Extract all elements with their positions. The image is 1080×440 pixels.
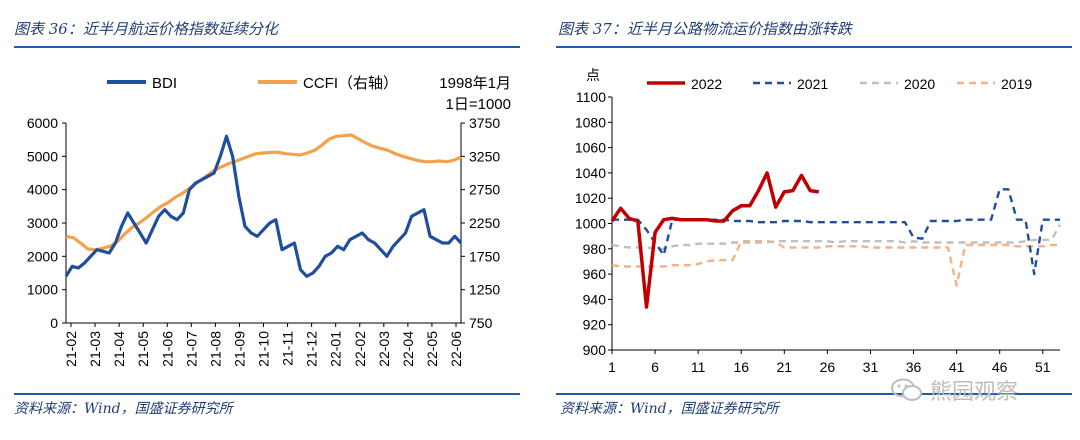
- left-x-tick-label: 21-09: [231, 331, 247, 367]
- series-2020-line: [611, 224, 1062, 251]
- right-y-tick-label: 960: [583, 266, 607, 282]
- left-y2-tick-label: 2250: [469, 215, 500, 231]
- left-series: [64, 133, 463, 278]
- left-legend-ccfi-label: CCFI（右轴）: [303, 75, 398, 92]
- right-legend: 2022 2021 2020 2019: [647, 76, 1032, 92]
- left-y-tick-label: 6000: [27, 115, 58, 131]
- left-x-tick-label: 22-03: [376, 331, 392, 367]
- left-y2-tick-label: 750: [469, 315, 493, 331]
- left-annotation-line2: 1日=1000: [446, 96, 511, 113]
- left-y2-tick-label: 3250: [469, 148, 500, 164]
- series-2022-line: [610, 171, 820, 309]
- right-y-tick-label: 920: [583, 317, 607, 333]
- right-x-tick-label: 41: [949, 359, 965, 375]
- left-y2-tick-label: 2750: [469, 182, 500, 198]
- left-chart-title: 图表 36：近半月航运价格指数延续分化: [14, 20, 278, 38]
- bdi-line: [64, 134, 463, 278]
- right-title-rule: [556, 46, 1072, 48]
- right-chart-title: 图表 37：近半月公路物流运价指数由涨转跌: [558, 20, 852, 38]
- right-x-tick-label: 46: [992, 359, 1008, 375]
- right-legend-label-2022: 2022: [691, 76, 722, 92]
- left-y2-tick-label: 3750: [469, 115, 500, 131]
- left-x-tick-label: 22-01: [328, 331, 344, 367]
- right-x-tick-label: 51: [1035, 359, 1051, 375]
- right-axes: 900 920 940 960 980 1000 1020 1040 1060 1080 1100 1…: [575, 89, 1060, 375]
- left-x-tick-label: 22-05: [424, 331, 440, 367]
- left-source: 资料来源：Wind，国盛证券研究所: [14, 401, 233, 417]
- left-x-tick-label: 22-06: [448, 331, 464, 367]
- left-annotation-line1: 1998年1月: [439, 75, 511, 92]
- right-legend-label-2019: 2019: [1001, 76, 1032, 92]
- left-y2-tick-label: 1250: [469, 282, 500, 298]
- right-x-tick-label: 36: [906, 359, 922, 375]
- right-series: [610, 171, 1062, 309]
- left-x-tick-label: 22-04: [400, 331, 416, 367]
- left-x-tick-label: 21-12: [304, 331, 320, 367]
- right-y-tick-label: 900: [583, 342, 607, 358]
- right-source-rule: [556, 393, 1072, 395]
- left-x-tick-label: 21-07: [183, 331, 199, 367]
- left-x-tick-label: 21-06: [159, 331, 175, 367]
- wechat-bubbles-icon: [891, 378, 922, 401]
- left-x-tick-label: 21-02: [63, 331, 79, 367]
- right-chart: 点 2022 2021 2020 2019 900 920 940 960 980 1000 10…: [575, 67, 1062, 375]
- left-x-tick-label: 22-02: [352, 331, 368, 367]
- left-y-tick-label: 4000: [27, 182, 58, 198]
- series-2021-line: [612, 188, 1060, 276]
- ccfi-line: [65, 133, 462, 252]
- right-x-tick-label: 21: [777, 359, 793, 375]
- left-y-tick-label: 3000: [27, 215, 58, 231]
- right-y-unit: 点: [586, 67, 600, 83]
- right-x-tick-label: 16: [733, 359, 749, 375]
- right-y-tick-label: 1000: [575, 216, 606, 232]
- watermark: 熊园观察: [890, 374, 1060, 406]
- left-x-tick-label: 21-05: [135, 331, 151, 367]
- right-y-tick-label: 1100: [576, 89, 606, 105]
- left-y2-tick-label: 1750: [469, 248, 500, 264]
- left-chart: BDI CCFI（右轴） 1998年1月 1日=1000 0 1000 2000 30…: [27, 75, 511, 367]
- left-axes: 0 1000 2000 3000 4000 5000 6000 750 1250 1750 2250…: [27, 115, 501, 367]
- right-y-tick-label: 940: [583, 291, 607, 307]
- left-x-tick-label: 21-11: [280, 331, 296, 366]
- left-x-tick-label: 21-03: [87, 331, 103, 367]
- watermark-text: 熊园观察: [930, 380, 1019, 405]
- right-source: 资料来源：Wind，国盛证券研究所: [560, 401, 779, 417]
- left-x-tick-label: 21-10: [256, 331, 272, 367]
- right-legend-label-2020: 2020: [904, 76, 935, 92]
- right-legend-label-2021: 2021: [797, 76, 828, 92]
- series-2019-line: [611, 239, 1060, 287]
- left-x-tick-label: 21-04: [111, 331, 127, 367]
- right-y-tick-label: 980: [583, 241, 607, 257]
- left-y-tick-label: 0: [50, 315, 58, 331]
- right-x-tick-label: 6: [651, 359, 659, 375]
- right-y-tick-label: 1080: [575, 114, 606, 130]
- left-y-tick-label: 2000: [27, 248, 58, 264]
- right-x-tick-label: 11: [691, 359, 706, 375]
- left-legend-bdi-label: BDI: [152, 75, 177, 92]
- right-x-tick-label: 31: [863, 359, 879, 375]
- left-title-rule: [14, 46, 520, 48]
- left-x-tick-label: 21-08: [207, 331, 223, 367]
- right-y-tick-label: 1060: [575, 140, 606, 156]
- right-x-tick-label: 1: [608, 359, 616, 375]
- right-y-tick-label: 1020: [575, 190, 606, 206]
- left-y-tick-label: 1000: [27, 282, 58, 298]
- right-x-tick-label: 26: [820, 359, 836, 375]
- left-y-tick-label: 5000: [27, 148, 58, 164]
- right-y-tick-label: 1040: [575, 165, 606, 181]
- left-source-rule: [14, 393, 520, 395]
